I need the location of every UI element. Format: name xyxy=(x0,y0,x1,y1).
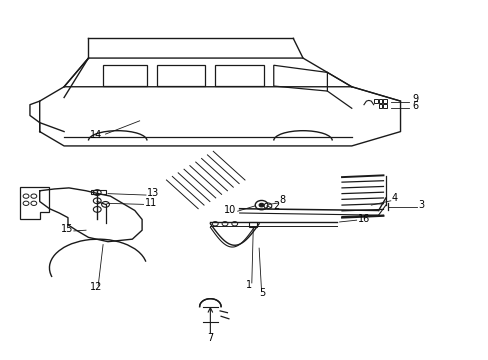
Text: 9: 9 xyxy=(412,94,418,104)
Text: 2: 2 xyxy=(272,201,279,211)
Text: 3: 3 xyxy=(418,200,424,210)
Circle shape xyxy=(259,203,264,207)
Text: 10: 10 xyxy=(224,205,236,215)
Text: 7: 7 xyxy=(207,333,213,343)
Text: 6: 6 xyxy=(412,101,418,111)
Text: 1: 1 xyxy=(246,280,252,289)
Text: 11: 11 xyxy=(144,198,157,208)
Text: 14: 14 xyxy=(89,130,102,140)
Text: 13: 13 xyxy=(147,188,159,198)
Text: 5: 5 xyxy=(259,288,265,298)
Text: 8: 8 xyxy=(279,195,285,204)
Text: 16: 16 xyxy=(357,214,369,224)
Text: 4: 4 xyxy=(391,193,397,203)
Text: 15: 15 xyxy=(61,224,73,234)
Text: 12: 12 xyxy=(89,283,102,292)
